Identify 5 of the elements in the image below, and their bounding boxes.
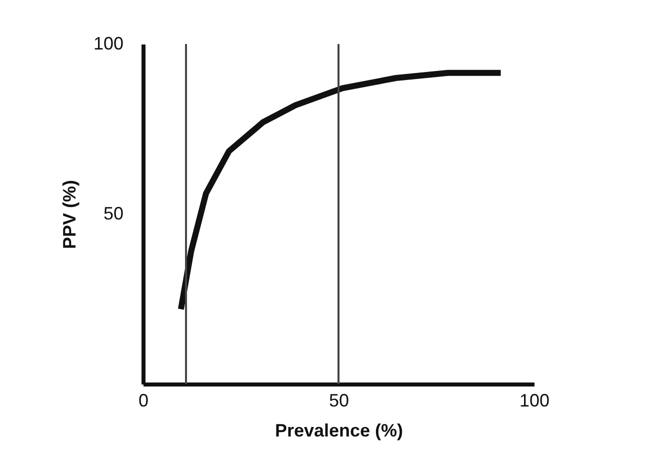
x-tick-label: 100 [519, 390, 550, 410]
x-tick-label: 50 [328, 390, 350, 410]
x-axis-title: Prevalence (%) [274, 420, 404, 440]
x-tick-label: 0 [138, 390, 149, 410]
y-axis-title: PPV (%) [59, 180, 80, 250]
